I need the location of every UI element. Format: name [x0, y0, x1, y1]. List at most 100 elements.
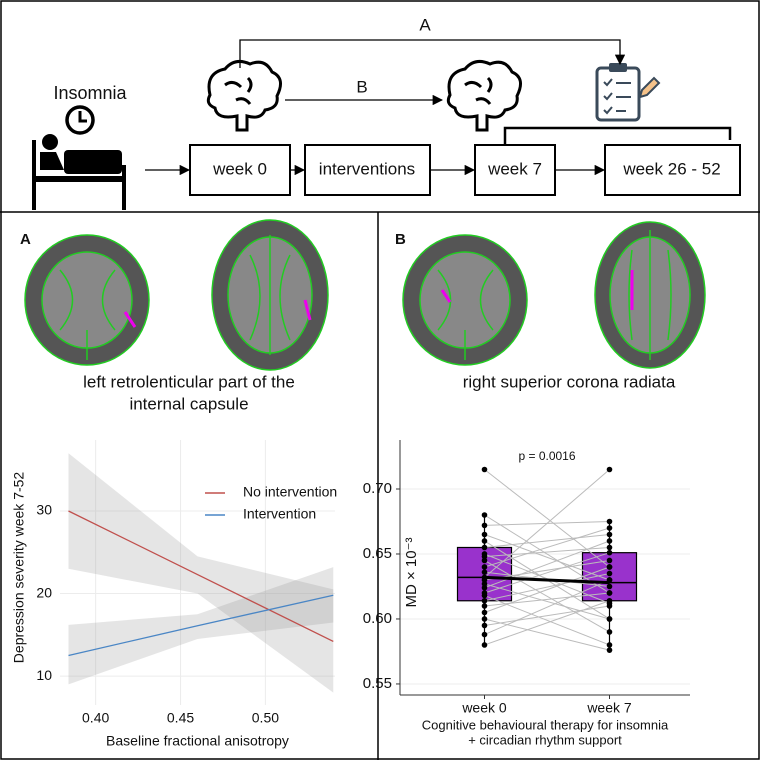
data-point — [606, 629, 613, 635]
pair-line — [484, 540, 610, 589]
data-point — [606, 647, 613, 653]
step-label: week 7 — [487, 159, 542, 178]
step-label: week 26 - 52 — [622, 159, 720, 178]
pair-line — [484, 534, 610, 581]
pair-line — [484, 618, 610, 651]
arrow — [239, 39, 626, 68]
data-point — [481, 538, 488, 544]
data-point — [606, 549, 613, 556]
pair-line — [484, 514, 610, 594]
data-point — [606, 570, 613, 577]
y-tick-label: 30 — [36, 502, 52, 518]
trend-line — [68, 510, 334, 643]
arrow-label: B — [356, 77, 367, 96]
pair-line — [484, 560, 610, 633]
pair-line — [484, 592, 610, 607]
legend-label: Intervention — [243, 506, 316, 522]
data-point — [481, 622, 488, 629]
condition: Insomnia — [53, 83, 127, 103]
data-point — [606, 518, 613, 525]
data-point — [481, 584, 488, 591]
data-point — [481, 597, 488, 604]
pair-line — [484, 595, 610, 646]
data-point — [481, 642, 488, 648]
brain-icon — [206, 59, 523, 132]
y-tick-label: 0.65 — [363, 545, 392, 562]
data-point — [481, 616, 488, 622]
data-point — [481, 609, 488, 616]
data-point — [606, 525, 613, 531]
pair-line — [484, 559, 610, 581]
plot-background — [60, 440, 335, 705]
pair-line — [484, 583, 610, 620]
region-label: left retrolenticular part of the — [83, 372, 295, 391]
step-label: week 0 — [212, 159, 267, 178]
data-point — [481, 553, 488, 560]
region-label: internal capsule — [129, 394, 248, 413]
data-point — [481, 531, 488, 538]
x-tick-label: 0.40 — [82, 710, 109, 726]
pair-line — [484, 566, 610, 613]
clipboard-icon — [595, 63, 661, 122]
x-axis-label: + circadian rhythm support — [468, 732, 622, 747]
data-point — [606, 590, 613, 596]
pair-line — [484, 469, 610, 568]
y-axis-label: MD × 10⁻³ — [403, 537, 420, 607]
step-box — [604, 144, 741, 196]
data-point — [481, 603, 488, 609]
step-label: interventions — [319, 159, 415, 178]
region-label: right superior corona radiata — [463, 372, 676, 391]
data-point — [481, 631, 488, 638]
clock-icon — [65, 105, 95, 135]
data-point — [606, 538, 613, 544]
y-tick-label: 10 — [36, 667, 52, 683]
timeline: Insomnia A B — [32, 15, 741, 210]
median-link — [484, 575, 610, 585]
bed-icon — [32, 134, 126, 210]
x-axis-label: Baseline fractional anisotropy — [106, 733, 289, 749]
pair-line — [484, 469, 610, 578]
data-point — [606, 642, 613, 648]
data-point — [606, 531, 613, 538]
x-tick-label: week 7 — [586, 700, 632, 716]
data-point — [606, 466, 613, 473]
panel-label: B — [395, 231, 406, 248]
data-point — [481, 581, 488, 587]
y-tick-label: 20 — [36, 584, 52, 600]
step-box — [189, 144, 291, 196]
step-box — [474, 144, 556, 196]
x-tick-label: 0.50 — [252, 710, 279, 726]
data-point — [606, 564, 613, 570]
pair-line — [484, 579, 610, 636]
data-point — [606, 616, 613, 622]
x-axis-label: Cognitive behavioural therapy for insomn… — [422, 717, 669, 732]
data-point — [606, 603, 613, 609]
confidence-band — [68, 453, 334, 693]
data-point — [481, 564, 488, 570]
y-tick-label: 0.60 — [363, 610, 392, 627]
data-point — [481, 544, 488, 551]
pair-line — [484, 600, 610, 646]
pair-line — [484, 533, 610, 548]
pair-line — [484, 527, 610, 568]
bracket — [503, 126, 732, 145]
data-point — [606, 557, 613, 564]
panel-label: A — [20, 231, 31, 248]
arrow-label: A — [419, 15, 431, 34]
data-point — [606, 544, 613, 551]
brain-images — [24, 219, 706, 371]
data-point — [481, 557, 488, 564]
data-point — [481, 466, 488, 473]
pair-line — [484, 572, 610, 602]
confidence-band — [68, 567, 334, 685]
x-tick-label: 0.45 — [167, 710, 194, 726]
pair-line — [484, 552, 610, 594]
y-tick-label: 0.70 — [363, 480, 392, 497]
legend-label: No intervention — [243, 484, 337, 500]
trend-line — [68, 594, 334, 657]
pair-line — [484, 605, 610, 626]
data-point — [606, 583, 613, 590]
x-tick-label: week 0 — [461, 700, 507, 716]
